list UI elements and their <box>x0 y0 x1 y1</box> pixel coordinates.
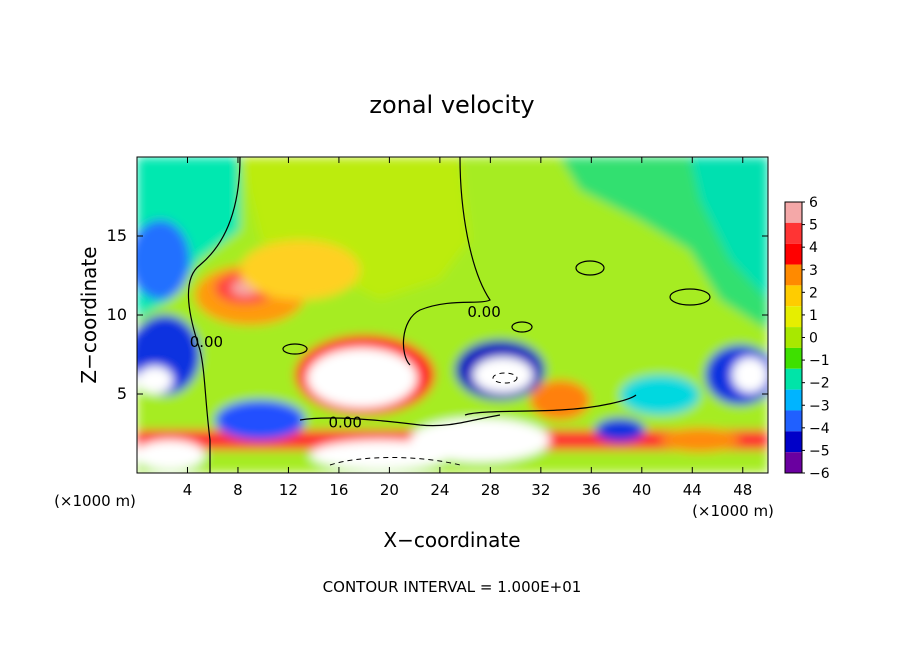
x-tick-label: 36 <box>582 481 601 499</box>
colorbar-swatch <box>785 410 802 432</box>
colorbar-tick-label: −3 <box>809 398 830 414</box>
colorbar-swatch <box>785 347 802 369</box>
contour-lines <box>187 157 711 473</box>
x-tick-label: 16 <box>329 481 348 499</box>
colorbar-tick-label: 4 <box>809 240 818 256</box>
colorbar-tick-label: 0 <box>809 331 818 347</box>
colorbar-swatch <box>785 368 802 390</box>
colorbar-swatch <box>785 452 802 473</box>
colorbar-tick-label: 6 <box>809 195 818 211</box>
contour-interval-text: CONTOUR INTERVAL = 1.000E+01 <box>323 578 582 596</box>
heatmap-field <box>137 157 768 473</box>
chart-title: zonal velocity <box>369 91 534 119</box>
colorbar-swatch <box>785 264 802 286</box>
colorbar-swatch <box>785 327 802 348</box>
x-tick-label: 44 <box>683 481 702 499</box>
contour-label: 0.00 <box>467 303 500 321</box>
x-tick-label: 4 <box>183 481 193 499</box>
colorbar-tick-label: −5 <box>809 443 830 459</box>
colorbar-tick-label: −4 <box>809 421 830 437</box>
colorbar-swatch <box>785 389 802 411</box>
colorbar-swatch <box>785 431 802 453</box>
x-unit-right: (×1000 m) <box>692 502 774 520</box>
colorbar-tick-label: 2 <box>809 285 818 301</box>
colorbar-swatch <box>785 202 802 223</box>
x-tick-label: 48 <box>733 481 752 499</box>
contour-label: 0.00 <box>329 413 362 431</box>
y-tick-label: 15 <box>107 226 127 245</box>
colorbar-tick-label: 1 <box>809 308 818 324</box>
contour-labels: 0.00 0.00 0.00 <box>190 303 501 432</box>
y-tick-label: 5 <box>117 384 127 403</box>
x-tick-label: 24 <box>430 481 449 499</box>
y-tick-label: 10 <box>107 305 127 324</box>
colorbar-swatch <box>785 243 802 265</box>
x-tick-label: 40 <box>632 481 651 499</box>
x-unit-left: (×1000 m) <box>54 492 136 510</box>
contour-label: 0.00 <box>190 333 223 351</box>
x-tick-label: 20 <box>380 481 399 499</box>
colorbar-tick-label: 5 <box>809 218 818 234</box>
colorbar-tick-label: −1 <box>809 353 830 369</box>
colorbar: 6 5 4 3 2 1 0 −1 −2 −3 −4 −5 −6 <box>784 195 830 482</box>
colorbar-swatch <box>785 306 802 328</box>
colorbar-swatch <box>785 222 802 244</box>
x-tick-label: 12 <box>279 481 298 499</box>
colorbar-tick-label: −6 <box>809 466 830 482</box>
y-axis-label: Z−coordinate <box>77 246 101 383</box>
x-tick-label: 32 <box>531 481 550 499</box>
x-tick-label: 28 <box>481 481 500 499</box>
y-axis: 5 10 15 <box>107 226 768 403</box>
colorbar-tick-label: 3 <box>809 263 818 279</box>
colorbar-tick-label: −2 <box>809 376 830 392</box>
colorbar-swatch <box>785 285 802 307</box>
x-tick-label: 8 <box>233 481 243 499</box>
x-axis: 4 8 12 16 20 24 28 32 36 40 44 48 <box>183 157 752 499</box>
x-axis-label: X−coordinate <box>383 528 520 552</box>
